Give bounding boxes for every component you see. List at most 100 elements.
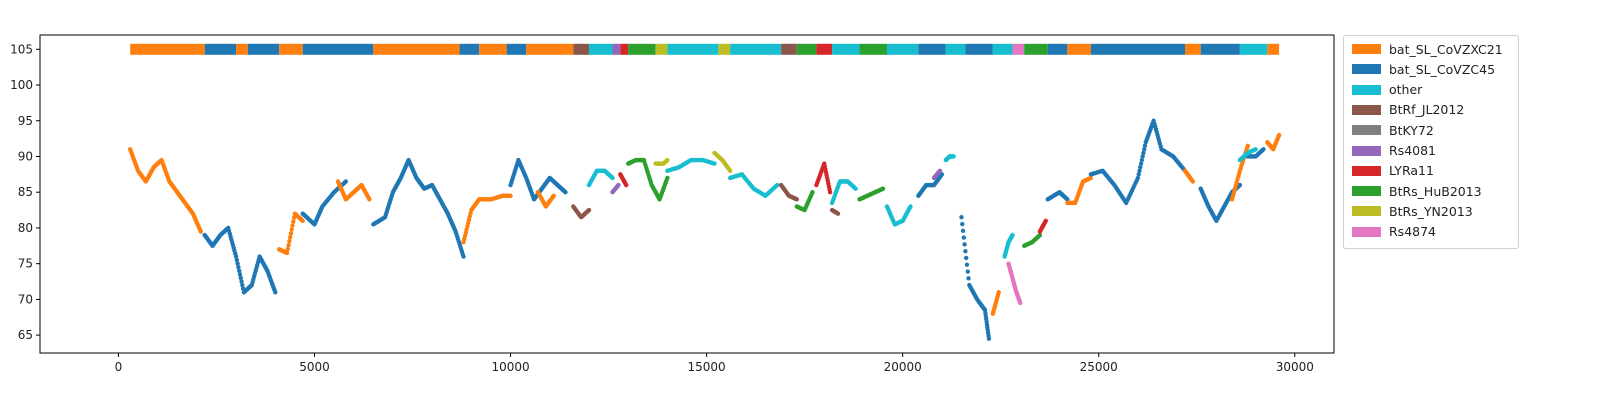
data-point bbox=[986, 336, 992, 341]
series-14-btrs-yn2013 bbox=[653, 157, 670, 166]
band-segment-27-other bbox=[945, 43, 966, 55]
data-point-fill bbox=[1138, 165, 1143, 170]
legend-label: BtKY72 bbox=[1389, 122, 1434, 138]
x-tick-label: 20000 bbox=[884, 360, 922, 374]
data-point bbox=[284, 250, 290, 256]
series-2-bat-sl-covzxc21 bbox=[276, 211, 305, 256]
data-point-fill bbox=[1142, 147, 1147, 152]
band-segment-35-bat-sl-covzxc21 bbox=[1184, 43, 1201, 55]
data-point bbox=[996, 290, 1001, 295]
band-segment-28-bat-sl-covzc45 bbox=[965, 43, 993, 55]
data-point-fill bbox=[960, 228, 966, 234]
series-24-other bbox=[884, 204, 913, 227]
band-segment-1-bat-sl-covzc45 bbox=[204, 43, 237, 55]
band-segment-22-lyra11 bbox=[816, 43, 833, 55]
x-tick-label: 15000 bbox=[688, 360, 726, 374]
series-22-btrf-jl2012 bbox=[829, 207, 841, 216]
legend-item-rs4874: Rs4874 bbox=[1352, 224, 1436, 239]
legend-item-bat-sl-covzc45: bat_SL_CoVZC45 bbox=[1352, 62, 1495, 77]
data-point-fill bbox=[287, 238, 292, 244]
data-point bbox=[1276, 132, 1282, 138]
data-point-fill bbox=[963, 248, 968, 254]
data-point-fill bbox=[240, 282, 245, 288]
data-point bbox=[1065, 197, 1070, 202]
band-segment-33-bat-sl-covzxc21 bbox=[1067, 43, 1091, 55]
color-band-layer bbox=[130, 43, 1280, 55]
legend-item-rs4081: Rs4081 bbox=[1352, 143, 1436, 158]
data-point bbox=[1135, 175, 1141, 181]
data-point-fill bbox=[285, 246, 291, 252]
point-layer bbox=[127, 118, 1282, 341]
band-segment-24-btrs-hub2013 bbox=[859, 43, 887, 55]
series-19-btrs-hub2013 bbox=[794, 190, 815, 213]
data-point-fill bbox=[1137, 168, 1142, 173]
data-point-fill bbox=[1136, 172, 1141, 177]
data-point bbox=[343, 179, 349, 184]
legend: bat_SL_CoVZXC21 bat_SL_CoVZC45 other BtRf_J… bbox=[1343, 35, 1519, 249]
data-point bbox=[616, 182, 621, 188]
band-segment-21-btrs-hub2013 bbox=[796, 43, 817, 55]
x-tick-label: 10000 bbox=[491, 360, 529, 374]
data-point bbox=[198, 229, 203, 234]
series-18-btrf-jl2012 bbox=[778, 182, 799, 202]
x-tick-label: 0 bbox=[115, 360, 123, 374]
data-point-fill bbox=[287, 235, 293, 240]
series-26-rs4081 bbox=[931, 168, 943, 181]
band-segment-7-bat-sl-covzc45 bbox=[459, 43, 480, 55]
data-point-fill bbox=[236, 268, 242, 274]
band-segment-18-btrs-yn2013 bbox=[718, 43, 731, 55]
data-point bbox=[937, 168, 943, 173]
legend-label: BtRs_HuB2013 bbox=[1389, 183, 1482, 199]
series-10-other bbox=[586, 168, 615, 188]
y-tick-label: 105 bbox=[10, 42, 33, 56]
legend-swatch bbox=[1352, 145, 1381, 156]
data-point-fill bbox=[965, 269, 970, 274]
data-point-fill bbox=[961, 235, 967, 240]
band-segment-17-other bbox=[667, 43, 719, 55]
data-point-fill bbox=[289, 227, 294, 232]
y-tick-label: 80 bbox=[18, 221, 33, 235]
series-33-lyra11 bbox=[1037, 218, 1048, 234]
data-point-fill bbox=[1142, 143, 1148, 148]
data-point bbox=[853, 186, 858, 191]
band-segment-8-bat-sl-covzxc21 bbox=[479, 43, 507, 55]
series-5-bat-sl-covzc45 bbox=[371, 157, 466, 259]
data-point bbox=[880, 186, 886, 191]
band-segment-3-bat-sl-covzc45 bbox=[247, 43, 280, 55]
band-segment-16-btrs-yn2013 bbox=[655, 43, 668, 55]
legend-item-btrs-yn2013: BtRs_YN2013 bbox=[1352, 204, 1473, 219]
data-point bbox=[1018, 300, 1023, 306]
data-point bbox=[1237, 182, 1243, 188]
band-segment-10-bat-sl-covzxc21 bbox=[526, 43, 574, 55]
series-0-bat-sl-covzxc21 bbox=[127, 147, 203, 234]
data-point bbox=[586, 207, 592, 213]
data-point-fill bbox=[286, 242, 291, 248]
data-point bbox=[1253, 147, 1258, 152]
data-point-fill bbox=[291, 219, 296, 224]
y-tick-label: 90 bbox=[18, 149, 33, 163]
series-36-bat-sl-covzc45 bbox=[1088, 118, 1188, 206]
data-point-fill bbox=[236, 265, 241, 270]
series-40-bat-sl-covzc45 bbox=[1245, 147, 1266, 159]
band-segment-25-other bbox=[886, 43, 919, 55]
plot-frame bbox=[39, 34, 1335, 354]
series-23-btrs-hub2013 bbox=[857, 186, 886, 202]
series-41-other bbox=[1237, 147, 1258, 163]
data-point bbox=[1010, 232, 1015, 238]
data-point-fill bbox=[238, 275, 243, 281]
y-axis-ticks: 65 70 75 80 85 90 95 100 105 bbox=[10, 42, 40, 342]
data-point-fill bbox=[964, 262, 970, 267]
band-segment-37-other bbox=[1239, 43, 1268, 55]
series-6-bat-sl-covzxc21 bbox=[461, 193, 513, 245]
legend-swatch bbox=[1352, 206, 1381, 217]
series-21-other bbox=[829, 179, 858, 206]
data-point bbox=[1245, 143, 1250, 148]
y-tick-label: 95 bbox=[18, 114, 33, 128]
series-9-btrf-jl2012 bbox=[571, 204, 592, 220]
series-30-other bbox=[1002, 232, 1015, 259]
band-segment-29-other bbox=[992, 43, 1013, 55]
data-point bbox=[367, 197, 372, 202]
band-segment-23-other bbox=[832, 43, 860, 55]
series-16-btrs-yn2013 bbox=[712, 150, 733, 173]
data-point-fill bbox=[966, 276, 971, 281]
